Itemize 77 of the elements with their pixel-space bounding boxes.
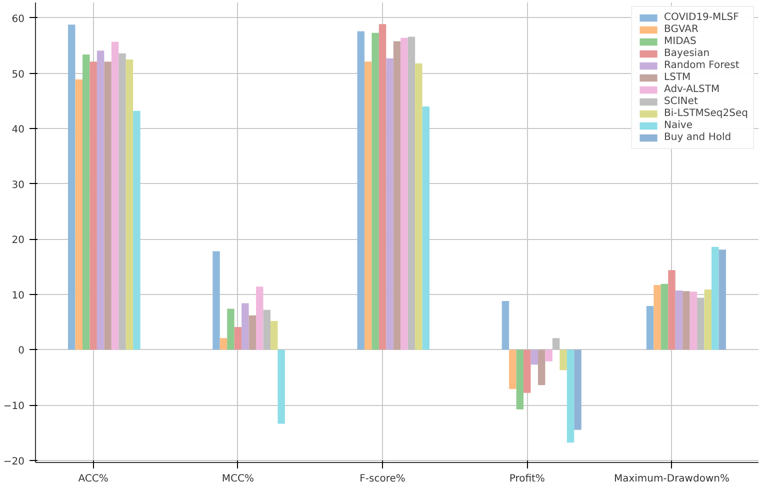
- bar: [660, 284, 668, 350]
- bar: [248, 315, 256, 350]
- legend-label: Naive: [664, 120, 692, 131]
- legend-label: LSTM: [664, 72, 691, 83]
- bar: [668, 270, 676, 350]
- y-tick-label: −10: [3, 401, 25, 412]
- bar: [646, 306, 654, 350]
- bar: [90, 62, 97, 350]
- y-tick-label: 0: [18, 346, 25, 357]
- legend-label: Adv-ALSTM: [664, 84, 720, 95]
- bar: [415, 63, 422, 350]
- bar: [675, 290, 683, 350]
- bar: [263, 310, 270, 350]
- bar: [357, 31, 364, 350]
- legend-label: BGVAR: [664, 24, 698, 35]
- bar: [378, 24, 386, 350]
- legend-label: Random Forest: [664, 60, 740, 71]
- bar: [408, 36, 416, 350]
- legend-label: COVID19-MLSF: [664, 12, 739, 23]
- bar: [364, 62, 372, 350]
- bar: [509, 350, 516, 389]
- y-tick-label: 60: [12, 14, 25, 25]
- bar: [118, 53, 126, 350]
- bar: [270, 320, 278, 350]
- legend-label: MIDAS: [664, 36, 696, 47]
- bar: [75, 79, 82, 350]
- bar: [82, 54, 90, 350]
- x-tick-label: MCC%: [222, 474, 254, 484]
- y-tick-label: 50: [12, 69, 25, 80]
- bar: [524, 350, 531, 393]
- bar: [126, 59, 134, 350]
- bar: [560, 350, 567, 370]
- bar: [690, 292, 698, 350]
- bar: [227, 308, 234, 350]
- x-tick-label: ACC%: [78, 474, 108, 484]
- bar: [400, 38, 408, 350]
- bar: [566, 350, 574, 443]
- bar: [96, 50, 104, 350]
- bar: [242, 303, 249, 350]
- bar: [104, 62, 112, 350]
- y-tick-label: −20: [3, 456, 25, 468]
- bar: [574, 350, 582, 430]
- bar: [220, 338, 228, 350]
- legend-label: SCINet: [664, 96, 698, 107]
- bar: [278, 350, 285, 424]
- bar: [712, 246, 719, 350]
- bar: [256, 286, 264, 350]
- bar: [393, 41, 401, 350]
- legend-label: Buy and Hold: [664, 132, 732, 143]
- x-tick-label: F-score%: [360, 474, 406, 484]
- bar: [502, 301, 510, 350]
- bar: [386, 58, 394, 350]
- bar: [704, 289, 712, 350]
- bar: [372, 32, 379, 350]
- bar: [552, 338, 560, 350]
- y-tick-label: 10: [12, 290, 25, 302]
- bar: [654, 285, 661, 350]
- bar: [68, 24, 76, 350]
- bar: [516, 350, 524, 410]
- bar: [133, 110, 140, 350]
- legend-label: Bi-LSTMSeq2Seq: [664, 108, 748, 119]
- bar: [682, 291, 690, 350]
- bar: [718, 250, 726, 350]
- bar: [422, 106, 430, 350]
- bar: [111, 42, 119, 350]
- y-tick-label: 30: [12, 180, 25, 191]
- bar: [234, 327, 242, 350]
- bar: [545, 350, 552, 362]
- y-tick-label: 40: [12, 124, 25, 136]
- bar: [530, 350, 538, 365]
- y-tick-label: 20: [12, 235, 25, 246]
- bar: [212, 251, 220, 350]
- x-tick-label: Profit%: [509, 474, 545, 484]
- legend-label: Bayesian: [664, 48, 710, 59]
- x-tick-label: Maximum-Drawdown%: [614, 474, 730, 484]
- bar: [697, 298, 704, 350]
- bar: [538, 350, 546, 386]
